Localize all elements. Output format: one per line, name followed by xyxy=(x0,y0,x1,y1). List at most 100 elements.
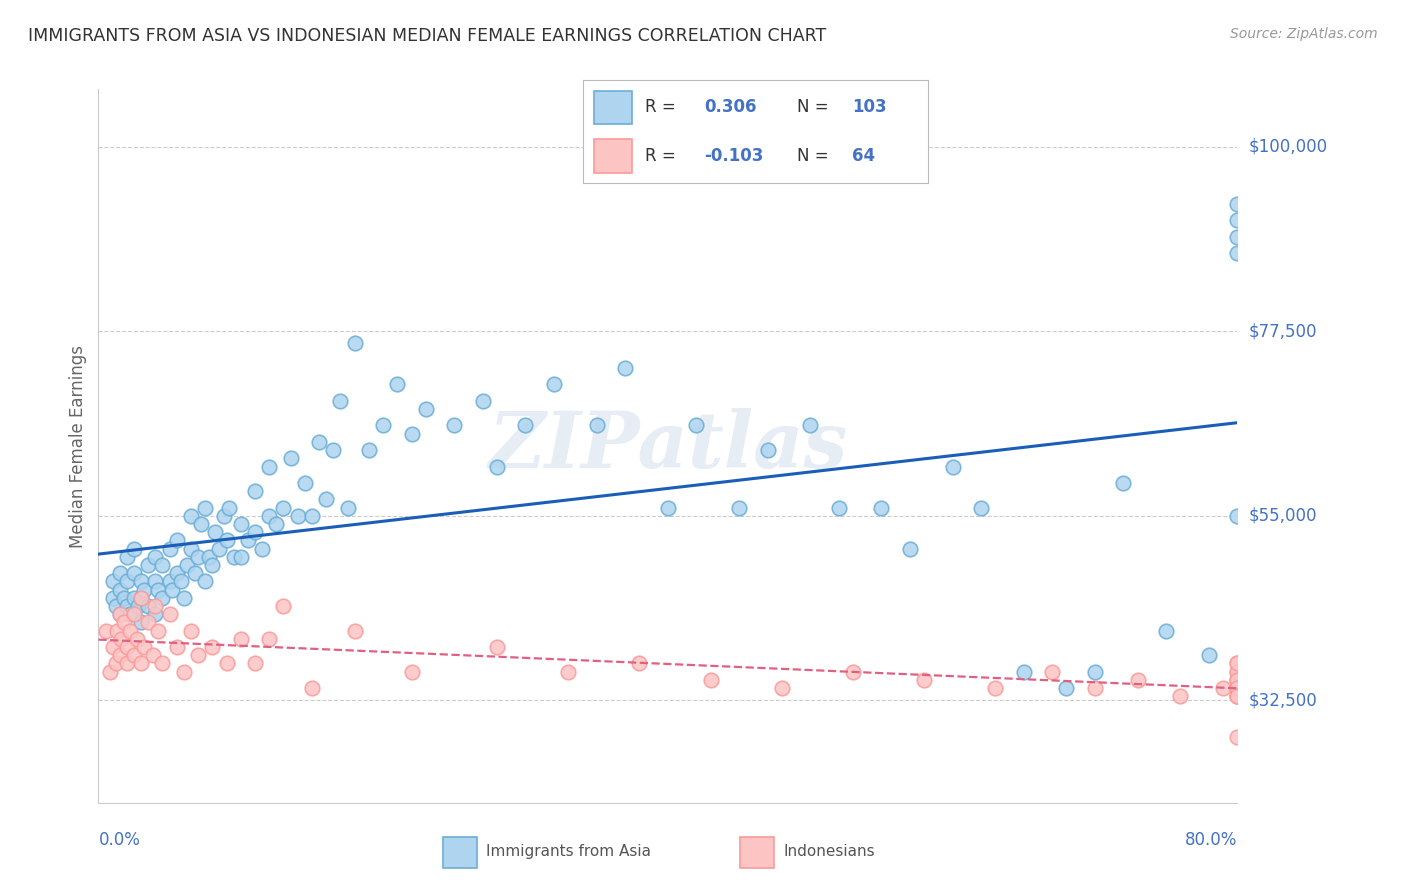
Point xyxy=(699,673,721,687)
Point xyxy=(243,484,266,499)
Point xyxy=(343,624,366,638)
Point xyxy=(1226,246,1249,260)
Point xyxy=(970,500,993,515)
Point xyxy=(443,418,465,433)
Point xyxy=(373,418,395,433)
Point xyxy=(585,418,607,433)
Point xyxy=(101,640,124,654)
Point xyxy=(180,624,202,638)
Point xyxy=(176,558,198,572)
Point xyxy=(243,525,266,540)
Point xyxy=(212,508,235,523)
Point xyxy=(152,558,174,572)
Point xyxy=(184,566,207,581)
Point xyxy=(486,640,509,654)
Point xyxy=(1198,648,1220,662)
Point xyxy=(129,574,152,589)
Point xyxy=(136,558,159,572)
Point xyxy=(198,549,221,564)
Point xyxy=(1226,689,1249,703)
Point xyxy=(194,574,217,589)
Point xyxy=(280,451,302,466)
Bar xyxy=(593,91,631,124)
Point xyxy=(1226,673,1249,687)
Point xyxy=(101,574,124,589)
Point xyxy=(685,418,707,433)
Text: $55,000: $55,000 xyxy=(1249,507,1317,524)
Point xyxy=(557,665,579,679)
Point xyxy=(756,443,779,458)
Point xyxy=(104,599,127,613)
Point xyxy=(141,648,163,662)
Point xyxy=(486,459,509,474)
Point xyxy=(1226,689,1249,703)
Point xyxy=(180,541,202,556)
Point xyxy=(1170,689,1192,703)
Point xyxy=(322,443,344,458)
Point xyxy=(657,500,679,515)
Point xyxy=(1040,665,1063,679)
Point xyxy=(229,632,252,646)
Point xyxy=(828,500,851,515)
Point xyxy=(115,574,138,589)
Point xyxy=(343,336,366,351)
Point xyxy=(129,591,152,605)
Point xyxy=(108,566,131,581)
Point xyxy=(387,377,409,392)
Point xyxy=(104,657,127,671)
Point xyxy=(471,393,494,408)
Text: 80.0%: 80.0% xyxy=(1185,831,1237,849)
Text: Source: ZipAtlas.com: Source: ZipAtlas.com xyxy=(1230,27,1378,41)
Point xyxy=(1084,665,1107,679)
Point xyxy=(336,500,359,515)
Point xyxy=(308,434,330,449)
Point xyxy=(122,566,145,581)
Point xyxy=(115,599,138,613)
Text: R =: R = xyxy=(645,98,676,117)
Point xyxy=(357,443,380,458)
Point xyxy=(115,640,138,654)
Point xyxy=(129,657,152,671)
Point xyxy=(162,582,184,597)
Text: N =: N = xyxy=(797,146,828,165)
Point xyxy=(101,591,124,605)
Point xyxy=(912,673,935,687)
Text: -0.103: -0.103 xyxy=(704,146,763,165)
Point xyxy=(1112,475,1135,490)
Point xyxy=(112,615,135,630)
Point xyxy=(108,607,131,622)
Point xyxy=(166,533,188,548)
Point xyxy=(1226,657,1249,671)
Text: 103: 103 xyxy=(852,98,887,117)
Text: 0.0%: 0.0% xyxy=(98,831,141,849)
Point xyxy=(136,599,159,613)
Text: ZIPatlas: ZIPatlas xyxy=(488,408,848,484)
Point xyxy=(222,549,245,564)
Point xyxy=(152,591,174,605)
Point xyxy=(942,459,965,474)
Point xyxy=(1126,673,1149,687)
Point xyxy=(266,516,288,531)
Point xyxy=(1084,681,1107,695)
Point xyxy=(1226,673,1249,687)
Point xyxy=(127,599,149,613)
Point xyxy=(108,648,131,662)
Point xyxy=(122,607,145,622)
Point xyxy=(132,640,155,654)
Point xyxy=(218,500,240,515)
Point xyxy=(1226,673,1249,687)
Point xyxy=(170,574,193,589)
Point xyxy=(1012,665,1035,679)
Point xyxy=(115,657,138,671)
Point xyxy=(870,500,893,515)
Point xyxy=(148,624,170,638)
Text: IMMIGRANTS FROM ASIA VS INDONESIAN MEDIAN FEMALE EARNINGS CORRELATION CHART: IMMIGRANTS FROM ASIA VS INDONESIAN MEDIA… xyxy=(28,27,827,45)
Point xyxy=(415,402,437,417)
Point xyxy=(728,500,751,515)
Text: 64: 64 xyxy=(852,146,876,165)
Point xyxy=(515,418,537,433)
Point xyxy=(122,648,145,662)
Point xyxy=(250,541,273,556)
Point xyxy=(315,492,337,507)
Point xyxy=(1226,681,1249,695)
